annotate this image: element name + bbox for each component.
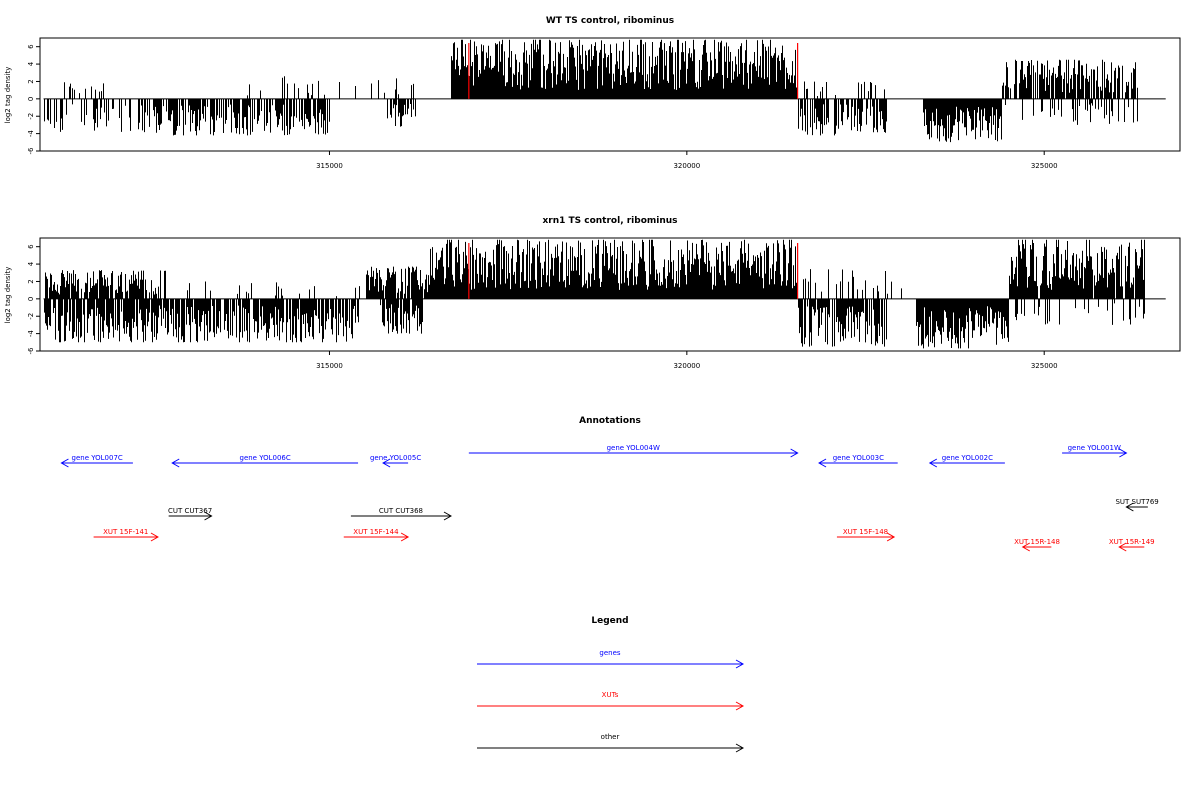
feature-label: gene YOL006C (240, 454, 291, 462)
feature-gene-yol007c: gene YOL007C (60, 454, 133, 468)
y-tick-label: -4 (27, 330, 35, 338)
feature-xut-15f-144: XUT 15F-144 (343, 528, 410, 542)
legend-items: genes XUTs other (477, 649, 745, 753)
feature-label: XUT 15F-148 (843, 528, 888, 536)
feature-arrow-head (204, 511, 213, 521)
wt-x-axis: 315000 320000 325000 (316, 151, 1058, 170)
legend-label: other (601, 733, 620, 741)
y-tick-label: 6 (27, 44, 35, 49)
feature-arrow-head (790, 448, 799, 458)
feature-arrow-head (1118, 542, 1127, 552)
x-tick-label: 325000 (1031, 362, 1058, 370)
legend-item-other: other (477, 733, 745, 753)
feature-cut-cut367: CUT CUT367 (168, 507, 213, 521)
feature-label: SUT SUT769 (1115, 498, 1158, 506)
x-tick-label: 320000 (673, 162, 700, 170)
legend-title: Legend (591, 616, 628, 626)
feature-xut-15r-149: XUT 15R-149 (1109, 538, 1155, 552)
xrn1-signal-track: xrn1 TS control, ribominus log2 tag dens… (4, 216, 1181, 370)
x-tick-label: 325000 (1031, 162, 1058, 170)
wt-track-ylabel: log2 tag density (4, 67, 12, 124)
xrn1-y-axis: -6 -4 -2 0 2 4 6 (27, 244, 40, 355)
feature-xut-15r-148: XUT 15R-148 (1014, 538, 1060, 552)
feature-arrow-head (928, 458, 938, 468)
legend-arrow-head (735, 701, 745, 711)
xrn1-boundary-markers (468, 243, 799, 299)
y-tick-label: -4 (27, 130, 35, 138)
feature-arrow-head (150, 532, 159, 542)
legend-arrow-head (735, 743, 745, 753)
legend-label: XUTs (602, 691, 619, 699)
feature-sut-sut769: SUT SUT769 (1115, 498, 1159, 512)
feature-gene-yol005c: gene YOL005C (370, 454, 421, 468)
annotations-panel: Annotations gene YOL007C gene YOL006C gene… (60, 416, 1159, 552)
y-tick-label: 4 (27, 61, 35, 66)
y-tick-label: 6 (27, 244, 35, 249)
feature-gene-yol004w: gene YOL004W (468, 444, 799, 458)
xrn1-plot-frame (39, 237, 1181, 352)
legend-label: genes (599, 649, 620, 657)
feature-label: XUT 15F-141 (103, 528, 148, 536)
y-tick-label: 2 (27, 79, 35, 83)
feature-gene-yol002c: gene YOL002C (928, 454, 1005, 468)
feature-label: gene YOL002C (942, 454, 993, 462)
feature-arrow-head (886, 532, 896, 542)
legend-item-genes: genes (477, 649, 745, 669)
wt-plot-frame (39, 37, 1181, 152)
feature-label: XUT 15F-144 (353, 528, 399, 536)
feature-arrow-head (1021, 542, 1031, 552)
feature-arrow-head (1125, 502, 1134, 512)
feature-label: gene YOL005C (370, 454, 421, 462)
feature-label: CUT CUT367 (168, 507, 212, 515)
feature-arrow-head (171, 458, 180, 468)
feature-label: CUT CUT368 (379, 507, 423, 515)
feature-gene-yol001w: gene YOL001W (1062, 444, 1128, 458)
x-tick-label: 320000 (673, 362, 700, 370)
feature-arrows: gene YOL007C gene YOL006C gene YOL005C gene… (60, 444, 1159, 552)
feature-label: XUT 15R-148 (1014, 538, 1060, 546)
xrn1-signal-bars (44, 239, 1145, 349)
xrn1-x-axis: 315000 320000 325000 (316, 351, 1058, 370)
feature-xut-15f-148: XUT 15F-148 (836, 528, 896, 542)
feature-label: XUT 15R-149 (1109, 538, 1155, 546)
feature-arrow-head (443, 511, 452, 521)
x-tick-label: 315000 (316, 362, 343, 370)
feature-label: gene YOL007C (72, 454, 123, 462)
y-tick-label: 0 (27, 97, 35, 101)
feature-arrow-head (60, 458, 69, 468)
wt-signal-bars (44, 39, 1138, 143)
y-tick-label: 2 (27, 279, 35, 283)
feature-xut-15f-141: XUT 15F-141 (93, 528, 159, 542)
legend-arrow-head (735, 659, 745, 669)
y-tick-label: -2 (27, 113, 35, 120)
legend: Legend genes XUTs other (477, 616, 745, 753)
feature-arrow-head (382, 458, 391, 468)
xrn1-track-title: xrn1 TS control, ribominus (542, 216, 677, 226)
y-tick-label: 0 (27, 297, 35, 301)
wt-y-axis: -6 -4 -2 0 2 4 6 (27, 44, 40, 155)
y-tick-label: -6 (27, 347, 35, 355)
feature-gene-yol006c: gene YOL006C (171, 454, 359, 468)
feature-gene-yol003c: gene YOL003C (818, 454, 898, 468)
feature-arrow-head (818, 458, 827, 468)
y-tick-label: -2 (27, 313, 35, 320)
y-tick-label: 4 (27, 261, 35, 266)
annotations-title: Annotations (579, 416, 641, 426)
feature-label: gene YOL001W (1068, 444, 1121, 452)
wt-boundary-markers (468, 43, 799, 99)
feature-label: gene YOL004W (607, 444, 660, 452)
wt-track-title: WT TS control, ribominus (546, 16, 674, 26)
feature-label: gene YOL003C (833, 454, 884, 462)
feature-arrow-head (400, 532, 410, 542)
x-tick-label: 315000 (316, 162, 343, 170)
feature-arrow-head (1119, 448, 1128, 458)
xrn1-track-ylabel: log2 tag density (4, 267, 12, 324)
legend-item-xuts: XUTs (477, 691, 745, 711)
y-tick-label: -6 (27, 147, 35, 155)
wt-signal-track: WT TS control, ribominus log2 tag densit… (4, 16, 1181, 170)
feature-cut-cut368: CUT CUT368 (350, 507, 452, 521)
